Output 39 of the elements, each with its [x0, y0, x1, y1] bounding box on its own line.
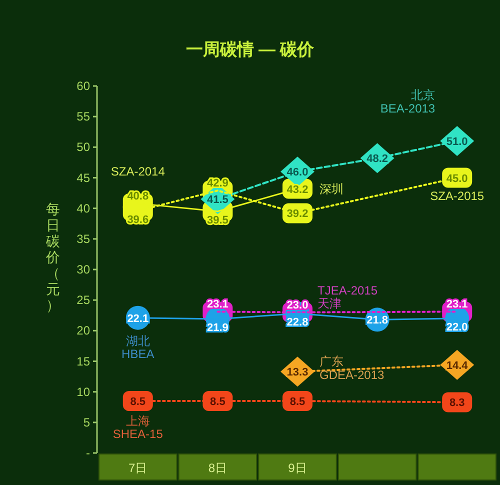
series-label: TJEA-2015 天津: [318, 283, 378, 311]
y-tick-label: 45: [76, 170, 90, 185]
y-tick-label: -: [86, 446, 90, 460]
y-tick-label: 5: [83, 415, 90, 430]
y-tick-label: 25: [76, 293, 90, 308]
series-label: 北京 BEA-2013: [380, 88, 436, 116]
data-label: 42.9: [206, 178, 228, 190]
chart-title: 一周碳情 — 碳价: [186, 40, 316, 59]
y-tick-label: 55: [76, 110, 90, 124]
y-tick-label: 15: [76, 354, 90, 368]
data-label: 14.4: [446, 360, 469, 372]
data-label: 40.8: [127, 190, 149, 202]
annotation: 深圳: [320, 182, 344, 196]
data-label: 23.1: [206, 298, 228, 311]
y-tick-label: 40: [76, 201, 90, 216]
data-label: 22.1: [127, 312, 149, 325]
data-label: 41.5: [206, 194, 228, 206]
data-label: 48.2: [366, 153, 388, 166]
data-label: 23.1: [446, 298, 468, 311]
series-label: SZA-2015: [430, 188, 484, 203]
data-label: 23.0: [286, 299, 308, 312]
series-label: 广东 GDEA-2013: [320, 354, 385, 382]
y-tick-label: 35: [76, 232, 90, 246]
y-tick-label: 50: [76, 140, 90, 154]
y-tick-label: 30: [76, 262, 90, 276]
x-tick-label: 7日: [128, 461, 148, 475]
x-tick-label: 9日: [288, 461, 307, 475]
series-label: SZA-2014: [110, 164, 166, 178]
series-label: 湖北 HBEA: [122, 334, 154, 362]
y-tick-label: 10: [76, 384, 90, 399]
data-label: 21.8: [366, 314, 388, 327]
data-label: 13.3: [286, 366, 308, 379]
y-tick-label: 60: [76, 79, 90, 93]
y-axis-title: 每日碳价（元）: [45, 201, 60, 313]
series-label: 上海 SHEA-15: [112, 414, 164, 442]
data-label: 46.0: [286, 166, 308, 179]
y-tick-label: 20: [76, 324, 90, 338]
data-label: 51.0: [446, 136, 468, 148]
x-tick-label: 8日: [208, 461, 228, 475]
